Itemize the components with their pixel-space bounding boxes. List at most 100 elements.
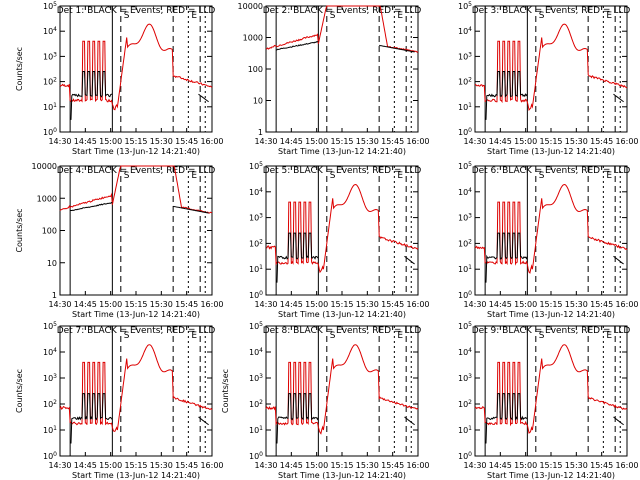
x-tick-label: 15:45	[175, 300, 198, 309]
lld-series-line	[265, 183, 419, 274]
panel-title: Det 5: BLACK = Events, RED = LLD	[263, 166, 422, 176]
y-tick-exponent: 0	[468, 451, 472, 458]
x-tick-label: 15:45	[175, 461, 198, 470]
panel-title: Det 9: BLACK = Events, RED = LLD	[472, 326, 631, 336]
y-tick-exponent: 2	[53, 399, 57, 406]
end-marker-label: E	[397, 331, 403, 341]
panel-det-8: Det 8: BLACK = Events, RED = LLD 14:30 14:…	[221, 321, 430, 480]
start-marker-label: S	[124, 171, 130, 181]
end-marker-label: E	[606, 331, 612, 341]
y-tick-exponent: 0	[53, 451, 57, 458]
x-tick-label: 14:45	[280, 300, 303, 309]
end-marker-label: E	[397, 171, 403, 181]
x-tick-label: 16:00	[615, 300, 638, 309]
panel-title: Det 7: BLACK = Events, RED = LLD	[57, 326, 216, 336]
y-tick-exponent: 3	[468, 51, 472, 58]
y-tick-label: 104	[458, 347, 472, 357]
y-tick-label: 105	[458, 1, 472, 11]
events-series-line	[404, 255, 415, 265]
y-tick-label: 10000	[238, 2, 263, 11]
end-marker-label: E	[606, 11, 612, 21]
events-series-line	[613, 416, 624, 426]
x-tick-label: 15:45	[590, 461, 613, 470]
x-tick-label: 15:00	[305, 137, 328, 146]
lld-series-line	[59, 344, 213, 432]
events-series-line	[276, 232, 319, 283]
start-marker-label: S	[330, 11, 336, 21]
y-tick-exponent: 1	[53, 102, 57, 109]
y-tick-exponent: 3	[53, 373, 57, 380]
x-tick-label: 15:30	[565, 461, 588, 470]
x-tick-label: 15:30	[356, 461, 379, 470]
y-tick-label: 101	[249, 425, 263, 435]
start-marker-label: S	[330, 171, 336, 181]
x-axis-label: Start Time (13-Jun-12 14:21:40)	[278, 147, 406, 156]
end-marker-label: E	[606, 171, 612, 181]
panel-title: Det 6: BLACK = Events, RED = LLD	[472, 166, 631, 176]
y-tick-label: 100	[42, 227, 57, 236]
x-tick-label: 14:45	[489, 461, 512, 470]
x-tick-label: 16:00	[615, 461, 638, 470]
x-axis-label: Start Time (13-Jun-12 14:21:40)	[72, 147, 200, 156]
y-tick-label: 104	[458, 187, 472, 197]
y-tick-exponent: 2	[53, 77, 57, 84]
x-tick-label: 14:30	[463, 461, 486, 470]
lld-series-line	[474, 344, 628, 434]
panel-det-6: Det 6: BLACK = Events, RED = LLD 14:30 14:…	[458, 161, 639, 319]
x-tick-label: 15:15	[124, 300, 147, 309]
y-tick-label: 100	[458, 451, 472, 461]
y-tick-label: 104	[249, 347, 263, 357]
x-tick-label: 14:30	[463, 300, 486, 309]
y-tick-label: 100	[249, 451, 263, 461]
y-tick-exponent: 5	[53, 1, 57, 8]
y-tick-exponent: 0	[259, 290, 263, 297]
y-tick-label: 100	[248, 65, 263, 74]
y-tick-label: 102	[458, 399, 472, 409]
y-tick-exponent: 1	[468, 102, 472, 109]
y-tick-label: 102	[458, 238, 472, 248]
y-tick-exponent: 2	[259, 238, 263, 245]
panel-title: Det 8: BLACK = Events, RED = LLD	[263, 326, 422, 336]
panel-title: Det 2: BLACK = Events, RED = LLD	[263, 6, 422, 16]
start-marker-label: S	[539, 171, 545, 181]
x-axis-label: Start Time (13-Jun-12 14:21:40)	[72, 471, 200, 480]
y-tick-label: 101	[458, 264, 472, 274]
x-tick-label: 15:45	[381, 300, 404, 309]
y-tick-exponent: 4	[468, 347, 472, 354]
events-series-line	[198, 416, 209, 426]
y-tick-exponent: 3	[259, 213, 263, 220]
x-tick-label: 15:00	[99, 137, 122, 146]
y-tick-exponent: 5	[468, 161, 472, 168]
y-tick-exponent: 0	[259, 451, 263, 458]
lld-series-line	[59, 165, 213, 214]
x-tick-label: 15:30	[565, 137, 588, 146]
y-tick-exponent: 0	[53, 127, 57, 134]
y-tick-exponent: 5	[259, 321, 263, 328]
x-tick-label: 14:45	[280, 461, 303, 470]
end-marker-label: E	[191, 331, 197, 341]
y-tick-exponent: 1	[468, 264, 472, 271]
lld-series-line	[474, 23, 628, 111]
panel-det-3: Det 3: BLACK = Events, RED = LLD 14:30 14:…	[458, 1, 639, 156]
y-axis-label: Counts/sec	[15, 369, 24, 413]
x-tick-label: 15:45	[381, 461, 404, 470]
y-tick-exponent: 3	[468, 373, 472, 380]
y-tick-label: 103	[249, 373, 263, 383]
x-tick-label: 14:45	[489, 300, 512, 309]
x-tick-label: 15:15	[539, 300, 562, 309]
y-tick-exponent: 1	[53, 425, 57, 432]
y-tick-label: 102	[43, 77, 57, 87]
y-axis-label: Counts/sec	[15, 47, 24, 91]
y-tick-label: 100	[458, 127, 472, 137]
x-tick-label: 15:15	[330, 300, 353, 309]
x-tick-label: 14:45	[280, 137, 303, 146]
x-tick-label: 14:45	[74, 461, 97, 470]
y-tick-label: 1000	[37, 194, 57, 203]
y-tick-exponent: 2	[259, 399, 263, 406]
y-tick-label: 103	[458, 213, 472, 223]
y-tick-label: 101	[458, 102, 472, 112]
lld-series-line	[59, 23, 213, 111]
panel-det-4: Det 4: BLACK = Events, RED = LLD 14:30 14:…	[15, 162, 224, 319]
y-tick-label: 101	[43, 102, 57, 112]
x-tick-label: 15:00	[514, 461, 537, 470]
